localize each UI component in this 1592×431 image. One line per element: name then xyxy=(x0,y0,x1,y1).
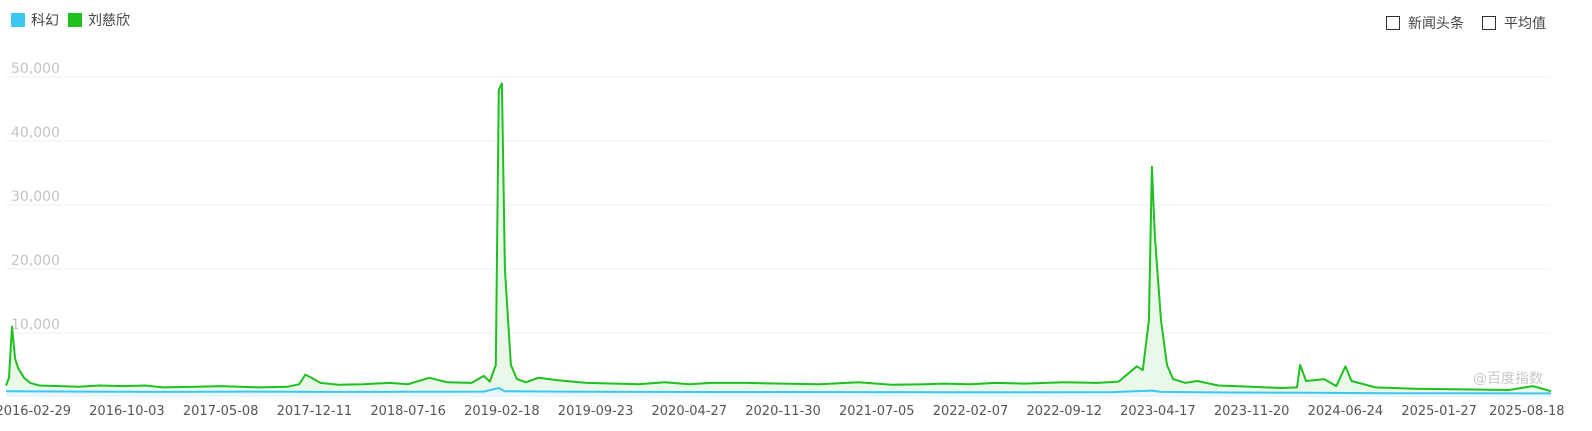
x-tick-label: 2022-02-07 xyxy=(933,404,1009,419)
legend-swatch-liucixin xyxy=(68,13,82,27)
average-checkbox[interactable] xyxy=(1482,16,1496,30)
x-axis-labels: 2016-02-29 2016-10-03 2017-05-08 2017-12-11… xyxy=(0,404,1565,419)
x-tick-label: 2025-08-18 xyxy=(1489,404,1565,419)
x-tick-label: 2023-11-20 xyxy=(1214,404,1290,419)
grid-lines xyxy=(6,76,1551,334)
legend-item-kehuan[interactable]: 科幻 xyxy=(11,10,59,30)
y-axis-labels: 10,000 20,000 30,000 40,000 50,000 xyxy=(11,61,60,333)
news-checkbox[interactable] xyxy=(1386,16,1400,30)
average-toggle-label: 平均值 xyxy=(1504,16,1546,32)
y-tick-label: 10,000 xyxy=(11,317,60,333)
legend-label-kehuan: 科幻 xyxy=(31,13,59,29)
legend-label-liucixin: 刘慈欣 xyxy=(88,13,130,29)
x-tick-label: 2016-02-29 xyxy=(0,404,71,419)
chart-toggles: 新闻头条 平均值 xyxy=(1368,13,1546,33)
series-line-liucixin xyxy=(5,82,1552,393)
x-tick-label: 2016-10-03 xyxy=(89,404,165,419)
news-toggle-label: 新闻头条 xyxy=(1408,16,1464,32)
chart-legend: 科幻 刘慈欣 xyxy=(11,10,139,30)
x-tick-label: 2024-06-24 xyxy=(1308,404,1384,419)
y-tick-label: 20,000 xyxy=(11,253,60,269)
series-areas xyxy=(6,83,1551,398)
legend-item-liucixin[interactable]: 刘慈欣 xyxy=(68,10,130,30)
x-tick-label: 2025-01-27 xyxy=(1401,404,1477,419)
series-lines xyxy=(5,82,1552,395)
x-tick-label: 2018-07-16 xyxy=(370,404,446,419)
x-tick-label: 2017-05-08 xyxy=(183,404,259,419)
legend-swatch-kehuan xyxy=(11,13,25,27)
x-tick-label: 2021-07-05 xyxy=(839,404,915,419)
average-toggle[interactable]: 平均值 xyxy=(1482,13,1546,33)
baidu-index-watermark: @百度指数 xyxy=(1473,371,1543,387)
series-line-kehuan xyxy=(5,387,1552,395)
x-tick-label: 2023-04-17 xyxy=(1120,404,1196,419)
y-tick-label: 50,000 xyxy=(11,61,60,77)
x-tick-label: 2017-12-11 xyxy=(277,404,353,419)
news-headline-toggle[interactable]: 新闻头条 xyxy=(1386,13,1464,33)
y-tick-label: 30,000 xyxy=(11,189,60,205)
series-area-liucixin xyxy=(6,83,1551,398)
x-tick-label: 2020-04-27 xyxy=(652,404,728,419)
y-tick-label: 40,000 xyxy=(11,125,60,141)
x-tick-label: 2020-11-30 xyxy=(745,404,821,419)
x-tick-label: 2019-09-23 xyxy=(558,404,634,419)
x-tick-label: 2019-02-18 xyxy=(464,404,540,419)
x-tick-label: 2022-09-12 xyxy=(1026,404,1102,419)
